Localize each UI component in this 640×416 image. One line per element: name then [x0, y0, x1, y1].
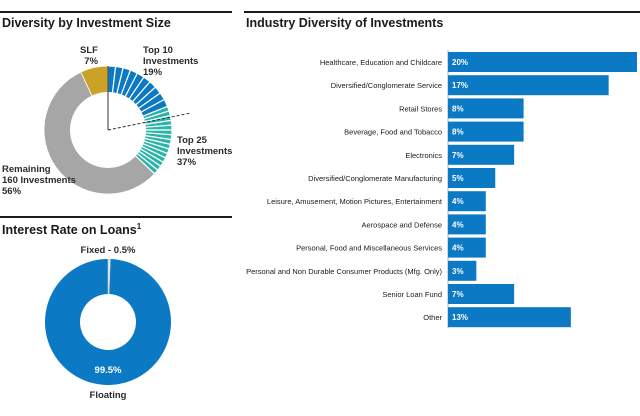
slice-fixed [107, 258, 111, 295]
bar-value-label: 8% [452, 104, 464, 113]
bar-value-label: 20% [452, 58, 468, 67]
bar [448, 307, 571, 328]
rate-panel-footnote-marker: 1 [136, 222, 142, 231]
top10-dashed-divider [107, 112, 191, 131]
bar [448, 191, 486, 212]
bar-category-label: Aerospace and Defense [362, 220, 442, 229]
bar-value-label: 5% [452, 174, 464, 183]
bar-category-label: Diversified/Conglomerate Manufacturing [308, 174, 442, 183]
label-remaining-line: 160 Investments [2, 175, 76, 186]
bar-category-label: Electronics [405, 151, 442, 160]
bar-value-label: 13% [452, 313, 468, 322]
size-panel-rule [0, 11, 232, 13]
bar-category-label: Diversified/Conglomerate Service [331, 81, 442, 90]
label-slf-line: SLF [80, 45, 98, 56]
bar-category-label: Leisure, Amusement, Motion Pictures, Ent… [267, 197, 443, 206]
bar-value-label: 4% [452, 197, 464, 206]
label-floating: Floating [90, 390, 127, 401]
industry-bar-chart: Healthcare, Education and Childcare 20% Di… [246, 50, 637, 329]
bar-category-label: Senior Loan Fund [382, 290, 442, 299]
label-floating-value: 99.5% [95, 365, 122, 376]
bar-value-label: 4% [452, 244, 464, 253]
label-slf: SLF 7% [80, 45, 99, 67]
bar-value-label: 7% [452, 151, 464, 160]
rate-panel-title-text: Interest Rate on Loans [2, 223, 137, 238]
label-top25-line: Top 25 [177, 135, 208, 146]
bar [448, 284, 515, 304]
label-top25: Top 25 Investments 37% [177, 135, 232, 168]
size-panel-title: Diversity by Investment Size [2, 16, 171, 30]
label-top25-line: Investments [177, 146, 232, 157]
label-top10-line: Investments [143, 56, 198, 67]
bar [448, 121, 524, 142]
bar [448, 144, 515, 165]
industry-panel-rule [244, 11, 640, 13]
label-top10: Top 10 Investments 19% [143, 45, 198, 78]
label-top10-line: Top 10 [143, 45, 173, 56]
label-remaining-line: 56% [2, 186, 22, 197]
bar-value-label: 3% [452, 267, 464, 276]
bar [448, 52, 637, 72]
interest-rate-donut: Fixed - 0.5% 99.5% Floating [44, 245, 171, 401]
bar-category-label: Healthcare, Education and Childcare [320, 58, 442, 67]
bar [448, 237, 486, 258]
investment-size-donut: SLF 7%Top 10 Investments 19%Top 25 Investmen… [2, 45, 232, 197]
label-remaining-line: Remaining [2, 164, 51, 175]
label-fixed: Fixed - 0.5% [81, 245, 136, 256]
bar-value-label: 7% [452, 290, 464, 299]
bar [448, 214, 486, 235]
bar-value-label: 17% [452, 81, 468, 90]
bar [448, 260, 477, 281]
bar [448, 75, 609, 96]
rate-panel-rule [0, 216, 232, 218]
slice-floating [44, 259, 171, 385]
rate-panel-title: Interest Rate on Loans1 [2, 222, 141, 237]
industry-panel-title: Industry Diversity of Investments [246, 16, 444, 30]
label-top25-line: 37% [177, 157, 197, 168]
bar [448, 98, 524, 119]
bar-category-label: Personal, Food and Miscellaneous Service… [296, 244, 442, 253]
bar-category-label: Personal and Non Durable Consumer Produc… [246, 267, 442, 276]
label-slf-line: 7% [84, 56, 98, 67]
bar-category-label: Other [423, 313, 442, 322]
bar-value-label: 8% [452, 128, 464, 137]
bar-category-label: Retail Stores [399, 104, 442, 113]
label-remaining: Remaining 160 Investments 56% [2, 164, 76, 197]
bar [448, 168, 496, 188]
label-top10-line: 19% [143, 67, 163, 78]
bar-value-label: 4% [452, 220, 464, 229]
bar-category-label: Beverage, Food and Tobacco [344, 128, 442, 137]
